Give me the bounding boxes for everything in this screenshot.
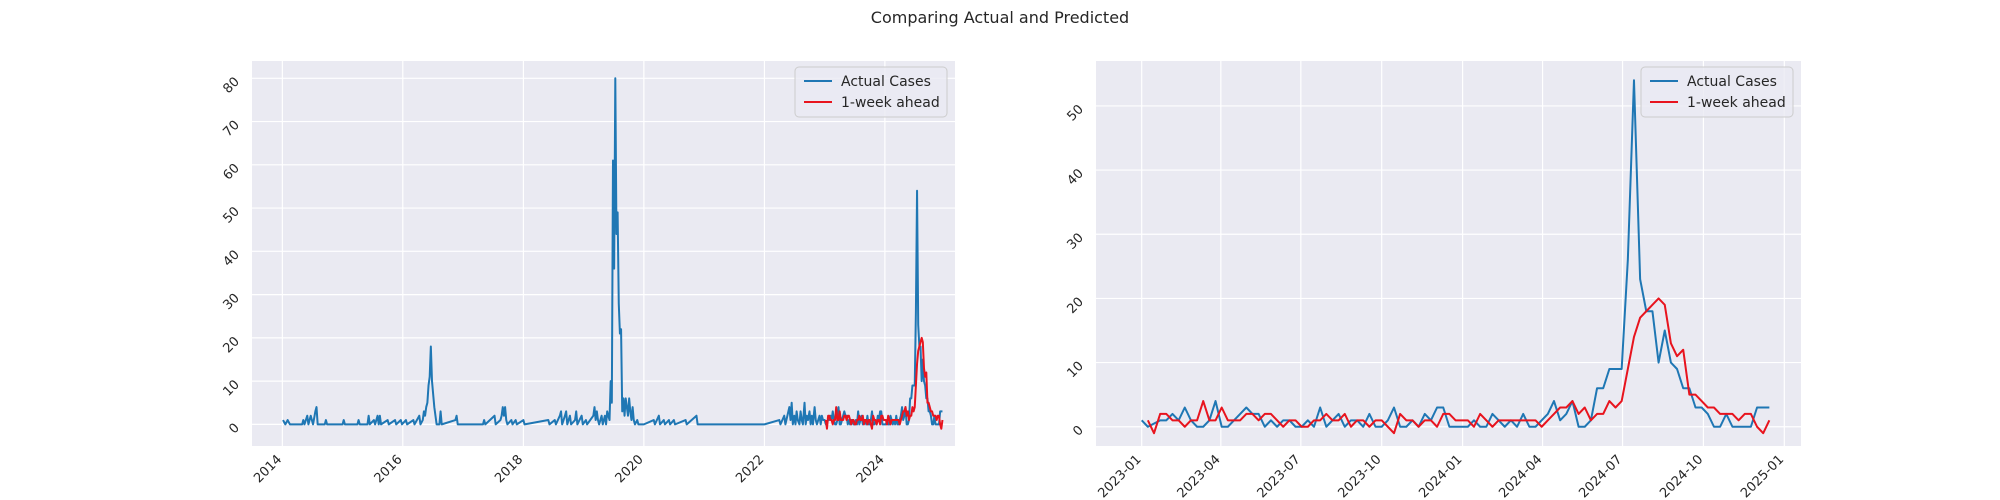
legend: Actual Cases 1-week ahead [1640, 66, 1794, 118]
legend-frame [794, 66, 948, 118]
y-tick-label: 30 [221, 291, 243, 313]
series-line-one-week-ahead [1146, 297, 1771, 435]
x-tick-label: 2023-01 [1096, 452, 1145, 500]
y-tick-label: 40 [221, 248, 243, 270]
y-tick-label: 80 [221, 75, 243, 97]
plot-area [1096, 61, 1801, 446]
legend-label: 1-week ahead [841, 95, 940, 111]
y-tick-label: 70 [221, 118, 243, 140]
x-tick-label: 2023-10 [1335, 452, 1384, 500]
y-tick-label: 40 [1065, 166, 1087, 188]
legend-label: 1-week ahead [1687, 95, 1786, 111]
y-tick-label: 50 [1065, 102, 1087, 124]
y-tick-label: 50 [221, 204, 243, 226]
figure-title: Comparing Actual and Predicted [870, 8, 1130, 27]
x-tick-label: 2025-01 [1738, 452, 1787, 500]
y-tick-label: 20 [1065, 295, 1087, 317]
x-tick-label: 2024-10 [1657, 452, 1706, 500]
x-tick-label: 2024-01 [1416, 452, 1465, 500]
x-tick-label: 2024-04 [1496, 452, 1545, 500]
x-tick-label: 2024-07 [1576, 452, 1625, 500]
x-tick-label: 2018 [492, 452, 526, 486]
y-tick-label: 10 [221, 377, 243, 399]
x-tick-label: 2020 [613, 452, 647, 486]
chart-1: 2014 2016 2018 2020 2022 2024 0 10 20 30 40 50 60 70 8… [221, 61, 955, 486]
series-line-actual-cases [1140, 79, 1770, 428]
legend-frame [1640, 66, 1794, 118]
y-tick-label: 0 [226, 421, 242, 437]
y-tick-label: 60 [221, 161, 243, 183]
x-tick-label: 2023-04 [1175, 452, 1224, 500]
plot-area [252, 61, 955, 446]
y-tick-label: 30 [1065, 230, 1087, 252]
x-tick-label: 2023-07 [1255, 452, 1304, 500]
legend-label: Actual Cases [841, 74, 931, 90]
legend-label: Actual Cases [1687, 74, 1777, 90]
x-tick-label: 2014 [251, 452, 285, 486]
legend: Actual Cases 1-week ahead [794, 66, 948, 118]
x-tick-label: 2024 [854, 452, 888, 486]
x-tick-label: 2016 [372, 452, 406, 486]
y-tick-label: 0 [1070, 423, 1086, 439]
x-tick-label: 2022 [733, 452, 767, 486]
y-tick-label: 20 [221, 334, 243, 356]
series-line-one-week-ahead [824, 336, 944, 430]
chart-2: 2023-01 2023-04 2023-07 2023-10 2024-01 2024-… [1065, 61, 1801, 500]
y-tick-label: 10 [1065, 359, 1087, 381]
